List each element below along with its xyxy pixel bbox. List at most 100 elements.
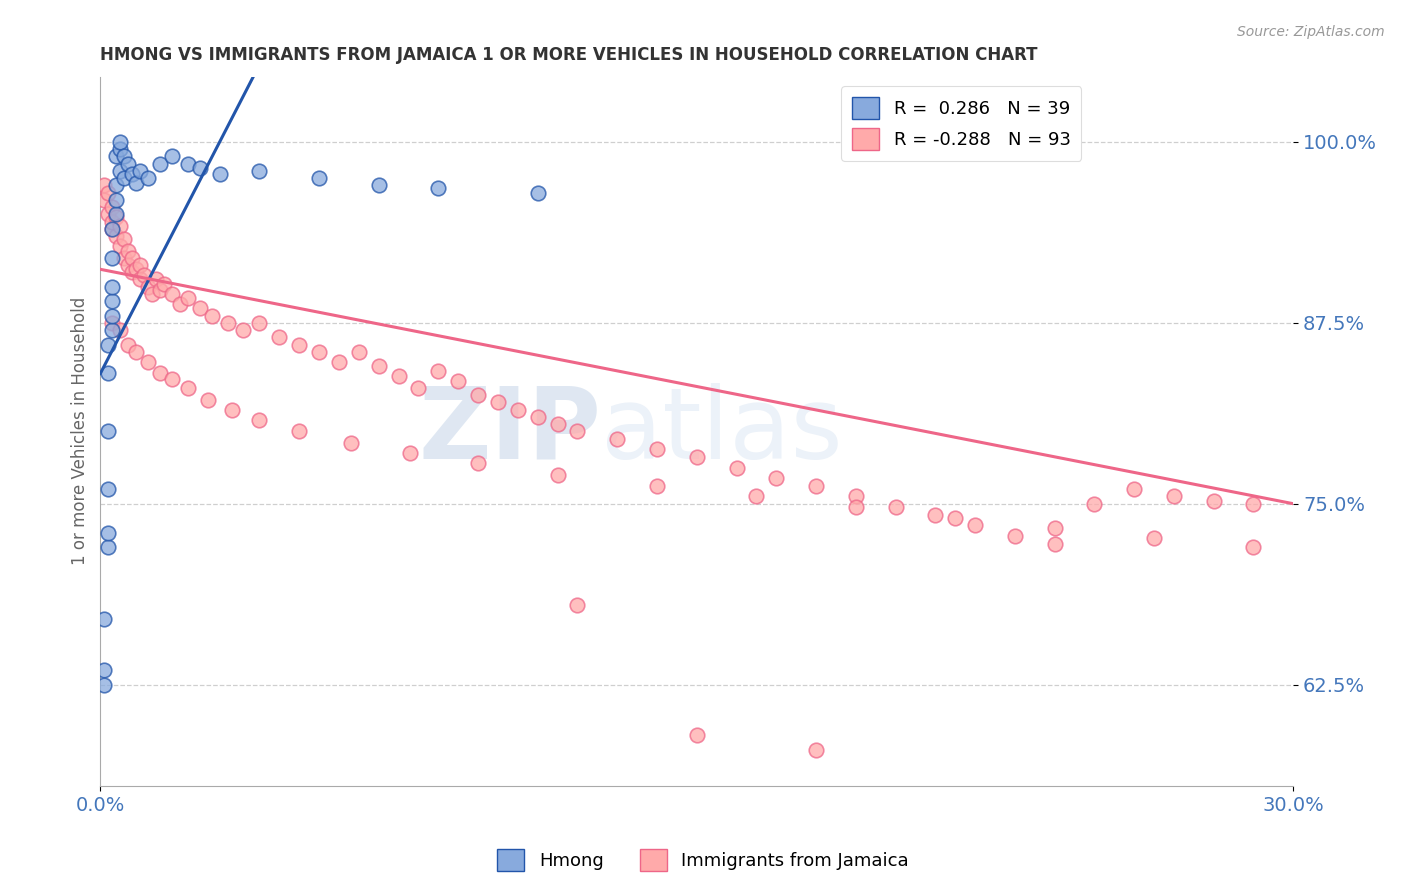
Point xyxy=(686,450,709,465)
Point xyxy=(408,381,430,395)
Point xyxy=(101,294,124,309)
Point xyxy=(804,742,827,756)
Point xyxy=(97,367,120,381)
Point xyxy=(149,367,172,381)
Point xyxy=(745,490,768,504)
Point xyxy=(340,436,363,450)
Point xyxy=(97,186,120,200)
Point xyxy=(110,219,132,233)
Point xyxy=(136,171,159,186)
Point xyxy=(117,157,139,171)
Point xyxy=(101,316,124,330)
Point xyxy=(121,251,143,265)
Point xyxy=(427,363,450,377)
Point xyxy=(121,167,143,181)
Point xyxy=(105,229,128,244)
Point xyxy=(526,409,548,424)
Point xyxy=(221,402,243,417)
Point xyxy=(110,135,132,149)
Point xyxy=(308,344,330,359)
Point xyxy=(288,337,311,351)
Point xyxy=(101,214,124,228)
Point xyxy=(97,337,120,351)
Point xyxy=(112,232,135,246)
Legend: Hmong, Immigrants from Jamaica: Hmong, Immigrants from Jamaica xyxy=(491,842,915,879)
Point xyxy=(160,149,183,163)
Point xyxy=(367,178,389,193)
Point xyxy=(145,272,167,286)
Point xyxy=(141,286,163,301)
Point xyxy=(93,178,115,193)
Point xyxy=(169,297,191,311)
Point xyxy=(105,207,128,221)
Point xyxy=(247,164,270,178)
Point xyxy=(129,272,152,286)
Point xyxy=(105,211,128,225)
Point xyxy=(93,663,115,677)
Point xyxy=(567,598,589,612)
Point xyxy=(1123,482,1146,496)
Point xyxy=(97,525,120,540)
Point xyxy=(125,176,148,190)
Point xyxy=(101,222,124,236)
Point xyxy=(112,251,135,265)
Point xyxy=(347,344,370,359)
Point xyxy=(160,372,183,386)
Point xyxy=(217,316,239,330)
Point xyxy=(129,258,152,272)
Point xyxy=(506,402,529,417)
Point xyxy=(97,540,120,554)
Point xyxy=(399,446,422,460)
Point xyxy=(201,309,224,323)
Point xyxy=(110,164,132,178)
Point xyxy=(177,157,200,171)
Point xyxy=(725,460,748,475)
Point xyxy=(125,344,148,359)
Point xyxy=(427,181,450,195)
Point xyxy=(101,309,124,323)
Point xyxy=(247,413,270,427)
Point xyxy=(93,677,115,691)
Point xyxy=(105,149,128,163)
Text: ZIP: ZIP xyxy=(419,383,602,480)
Point xyxy=(208,167,231,181)
Point xyxy=(105,178,128,193)
Point xyxy=(547,417,569,431)
Point xyxy=(117,258,139,272)
Text: atlas: atlas xyxy=(602,383,844,480)
Point xyxy=(1243,497,1265,511)
Point xyxy=(447,374,470,388)
Point xyxy=(129,164,152,178)
Legend: R =  0.286   N = 39, R = -0.288   N = 93: R = 0.286 N = 39, R = -0.288 N = 93 xyxy=(841,86,1081,161)
Point xyxy=(101,279,124,293)
Point xyxy=(606,432,628,446)
Point xyxy=(93,612,115,626)
Point xyxy=(117,337,139,351)
Point xyxy=(387,369,409,384)
Point xyxy=(328,355,350,369)
Point xyxy=(110,142,132,156)
Point xyxy=(149,283,172,297)
Point xyxy=(845,500,868,514)
Point xyxy=(97,482,120,496)
Point xyxy=(526,186,548,200)
Point xyxy=(177,291,200,305)
Point xyxy=(188,301,211,316)
Point xyxy=(884,500,907,514)
Point xyxy=(308,171,330,186)
Point xyxy=(97,207,120,221)
Point xyxy=(686,728,709,742)
Point xyxy=(645,442,668,456)
Point xyxy=(232,323,254,337)
Text: Source: ZipAtlas.com: Source: ZipAtlas.com xyxy=(1237,25,1385,39)
Point xyxy=(110,239,132,253)
Point xyxy=(765,470,787,484)
Point xyxy=(943,511,966,525)
Point xyxy=(1083,497,1105,511)
Point xyxy=(121,265,143,279)
Point xyxy=(486,395,509,409)
Point xyxy=(117,244,139,258)
Point xyxy=(93,193,115,207)
Point xyxy=(645,479,668,493)
Point xyxy=(965,518,987,533)
